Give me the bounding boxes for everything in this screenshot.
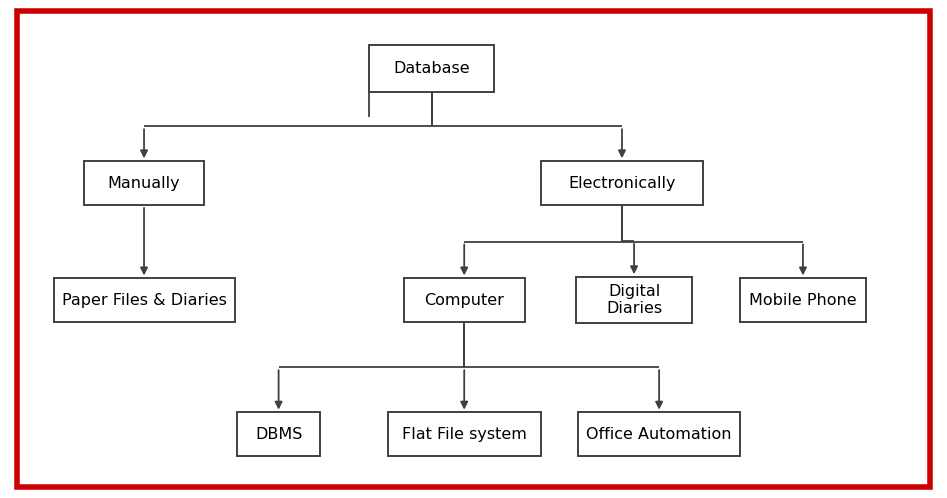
Text: Flat File system: Flat File system	[402, 427, 527, 442]
Text: Office Automation: Office Automation	[586, 427, 732, 442]
FancyBboxPatch shape	[369, 45, 494, 92]
FancyBboxPatch shape	[83, 161, 205, 205]
Text: Electronically: Electronically	[568, 176, 676, 191]
Text: Mobile Phone: Mobile Phone	[749, 293, 857, 308]
Text: Paper Files & Diaries: Paper Files & Diaries	[62, 293, 226, 308]
FancyBboxPatch shape	[403, 278, 525, 322]
FancyBboxPatch shape	[387, 412, 541, 456]
Text: Digital
Diaries: Digital Diaries	[606, 284, 662, 316]
Text: Computer: Computer	[424, 293, 504, 308]
Text: DBMS: DBMS	[255, 427, 302, 442]
FancyBboxPatch shape	[54, 278, 235, 322]
FancyBboxPatch shape	[541, 161, 704, 205]
Text: Database: Database	[393, 61, 470, 76]
FancyBboxPatch shape	[237, 412, 320, 456]
FancyBboxPatch shape	[576, 277, 692, 323]
FancyBboxPatch shape	[741, 278, 866, 322]
FancyBboxPatch shape	[578, 412, 741, 456]
Text: Manually: Manually	[108, 176, 180, 191]
